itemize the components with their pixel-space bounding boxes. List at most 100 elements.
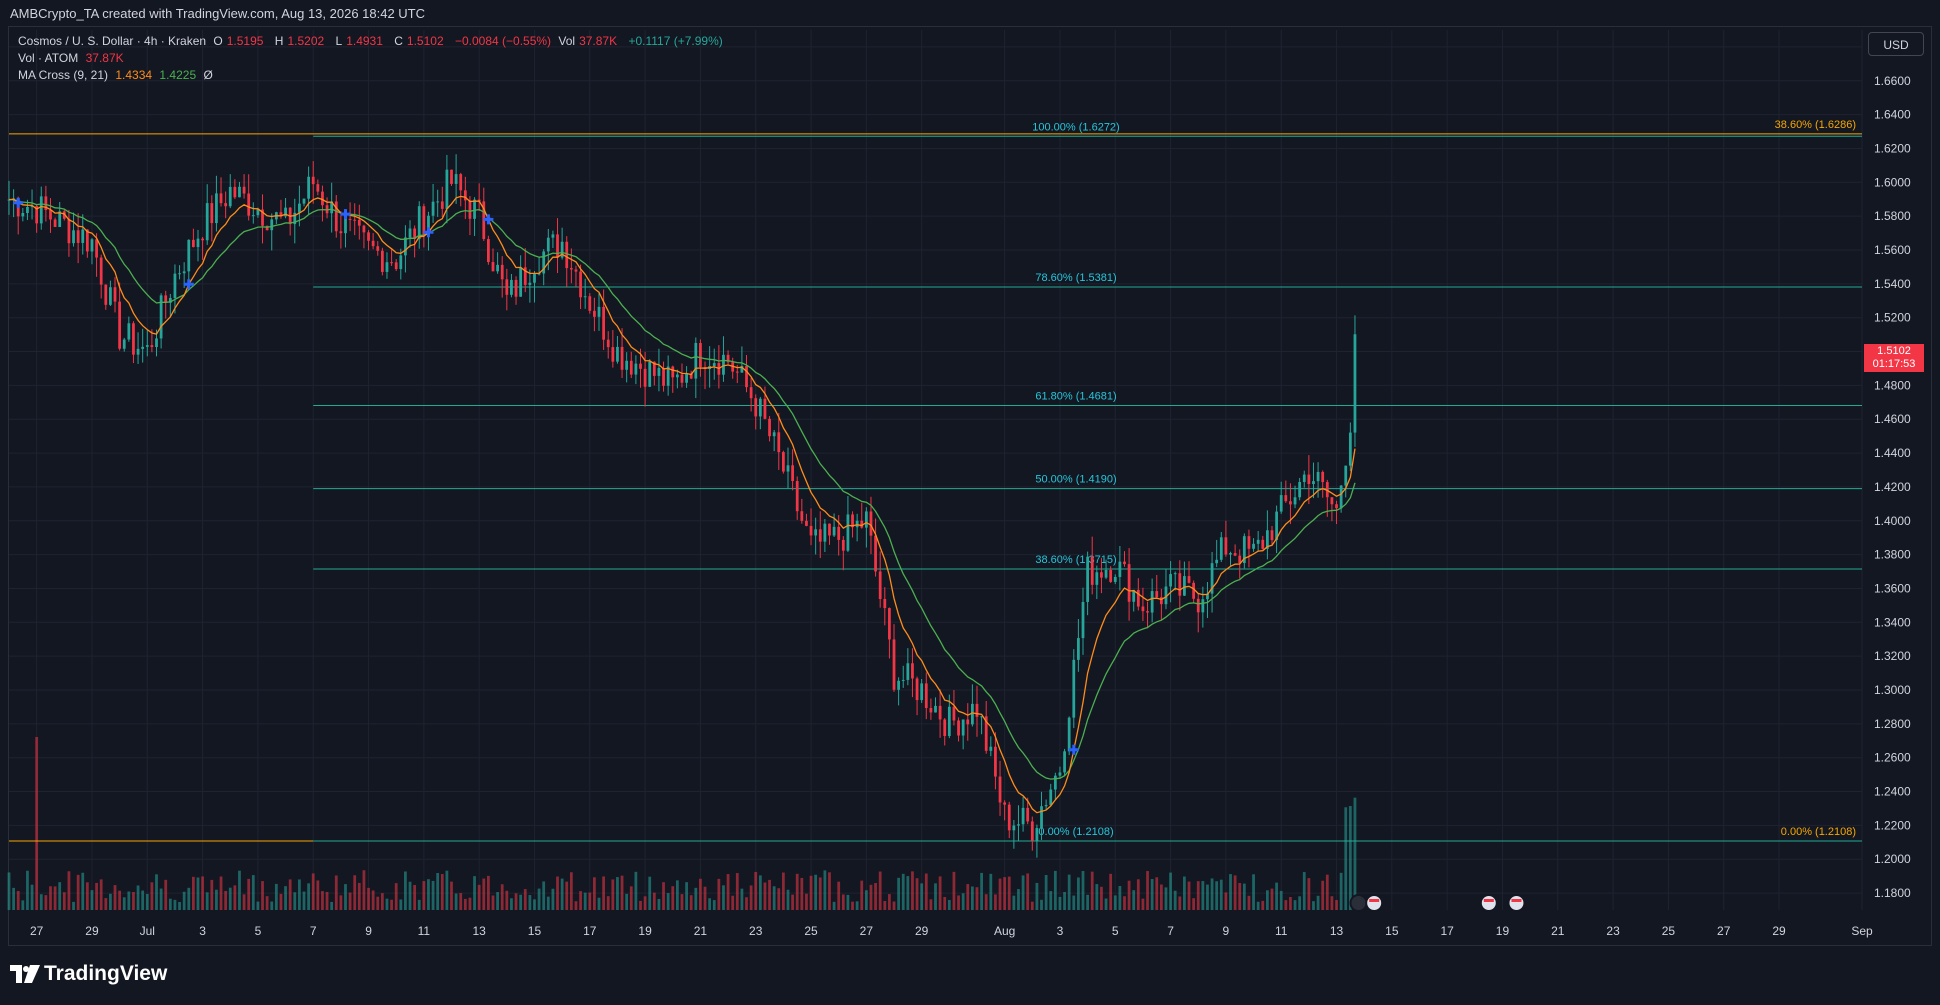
volume-bar <box>864 890 868 910</box>
x-tick-label: 27 <box>860 924 874 938</box>
volume-bar <box>1316 895 1320 910</box>
legend-ohlc: Cosmos / U. S. Dollar · 4h · Kraken O 1.5… <box>18 34 727 48</box>
volume-bar <box>482 878 486 910</box>
candle-body <box>883 599 887 609</box>
candle-body <box>39 196 43 224</box>
chart-pane[interactable] <box>8 26 1932 946</box>
candle-body <box>256 209 260 216</box>
volume-bar <box>1164 887 1168 910</box>
volume-bar <box>1044 874 1048 910</box>
candle-body <box>832 526 836 536</box>
volume-bar <box>1118 886 1122 910</box>
vol-change-value: +0.1117 (+7.99%) <box>628 34 723 48</box>
volume-bar <box>1261 900 1265 910</box>
volume-bar <box>694 887 698 910</box>
volume-bar <box>1090 871 1094 910</box>
volume-bar <box>657 898 661 910</box>
x-tick-label: 27 <box>1717 924 1731 938</box>
volume-bar <box>390 899 393 910</box>
candle-body <box>35 206 39 224</box>
candle-body <box>542 251 546 274</box>
volume-bar <box>468 897 472 910</box>
moving-averages <box>8 195 1356 814</box>
candle-body <box>629 360 633 375</box>
volume-bar <box>671 886 675 910</box>
x-tick-label: 23 <box>1606 924 1620 938</box>
candle-body <box>1109 569 1113 582</box>
volume-bar <box>399 899 403 910</box>
volume-bar <box>510 898 513 910</box>
volume-bar <box>620 875 624 910</box>
candle-body <box>1003 802 1007 805</box>
x-tick-label: Jul <box>140 924 155 938</box>
volume-bar <box>1026 873 1030 910</box>
fib-level-label: 50.00% (1.4190) <box>1035 474 1116 486</box>
candle-body <box>694 342 698 379</box>
candle-body <box>302 198 306 204</box>
candle-body <box>210 203 214 224</box>
volume-bar <box>90 890 94 910</box>
volume-bar <box>1141 898 1145 910</box>
volume-bar <box>1339 872 1343 910</box>
volume-bar <box>966 884 970 910</box>
volume-bar <box>463 898 467 910</box>
candle-body <box>159 295 163 339</box>
volume-bar <box>1035 882 1039 910</box>
volume-bar <box>413 885 417 910</box>
volume-bar <box>85 882 89 910</box>
candle-body <box>837 526 841 540</box>
volume-bar <box>533 899 536 910</box>
us-flag-event-icon[interactable] <box>1507 894 1526 912</box>
volume-bar <box>906 876 910 910</box>
volume-bar <box>357 882 361 910</box>
volume-bar <box>178 901 181 910</box>
candle-body <box>1224 537 1228 555</box>
candle-body <box>911 663 914 679</box>
currency-button[interactable]: USD <box>1868 32 1924 56</box>
candle-body <box>800 511 804 521</box>
volume-bar <box>1348 805 1352 910</box>
volume-bar <box>961 893 965 910</box>
volume-bar <box>1081 871 1085 910</box>
volume-bar <box>1210 878 1214 910</box>
x-tick-label: 19 <box>1496 924 1510 938</box>
candle-body <box>745 366 748 388</box>
volume-bar <box>1302 872 1306 910</box>
volume-bar <box>823 870 827 910</box>
x-tick-label: 17 <box>1440 924 1454 938</box>
volume-bar <box>1146 871 1149 910</box>
candle-body <box>634 363 638 375</box>
candle-body <box>1302 474 1306 483</box>
candle-body <box>459 174 463 191</box>
candle-body <box>394 262 398 270</box>
volume-bar <box>7 872 11 910</box>
us-flag-event-icon[interactable] <box>1479 894 1498 912</box>
cross-markers <box>13 197 1079 755</box>
volume-bar <box>542 881 546 910</box>
tradingview-logo[interactable]: TradingView <box>10 962 167 986</box>
candle-body <box>238 186 241 198</box>
us-flag-event-icon[interactable] <box>1365 894 1384 912</box>
vol-row-value: 37.87K <box>85 51 124 65</box>
candle-body <box>699 342 702 368</box>
candle-body <box>72 230 75 244</box>
candle-body <box>625 360 629 370</box>
fib-level-label: 38.60% (1.3715) <box>1035 554 1116 566</box>
volume-bar <box>1312 901 1315 910</box>
lightning-event-icon[interactable] <box>1349 894 1368 912</box>
candle-body <box>357 219 361 226</box>
volume-bar <box>284 886 287 910</box>
x-tick-label: 21 <box>694 924 708 938</box>
volume-bar <box>417 899 421 910</box>
vol-value: 37.87K <box>579 34 618 48</box>
candle-body <box>1021 807 1025 825</box>
candle-body <box>1035 828 1039 841</box>
candle-body <box>556 234 559 258</box>
volume-bar <box>1242 883 1246 910</box>
y-tick-label: 1.4600 <box>1874 412 1911 426</box>
volume-bar <box>104 898 108 910</box>
volume-bar <box>298 879 301 910</box>
candle-body <box>1339 485 1343 509</box>
candle-body <box>809 525 813 536</box>
